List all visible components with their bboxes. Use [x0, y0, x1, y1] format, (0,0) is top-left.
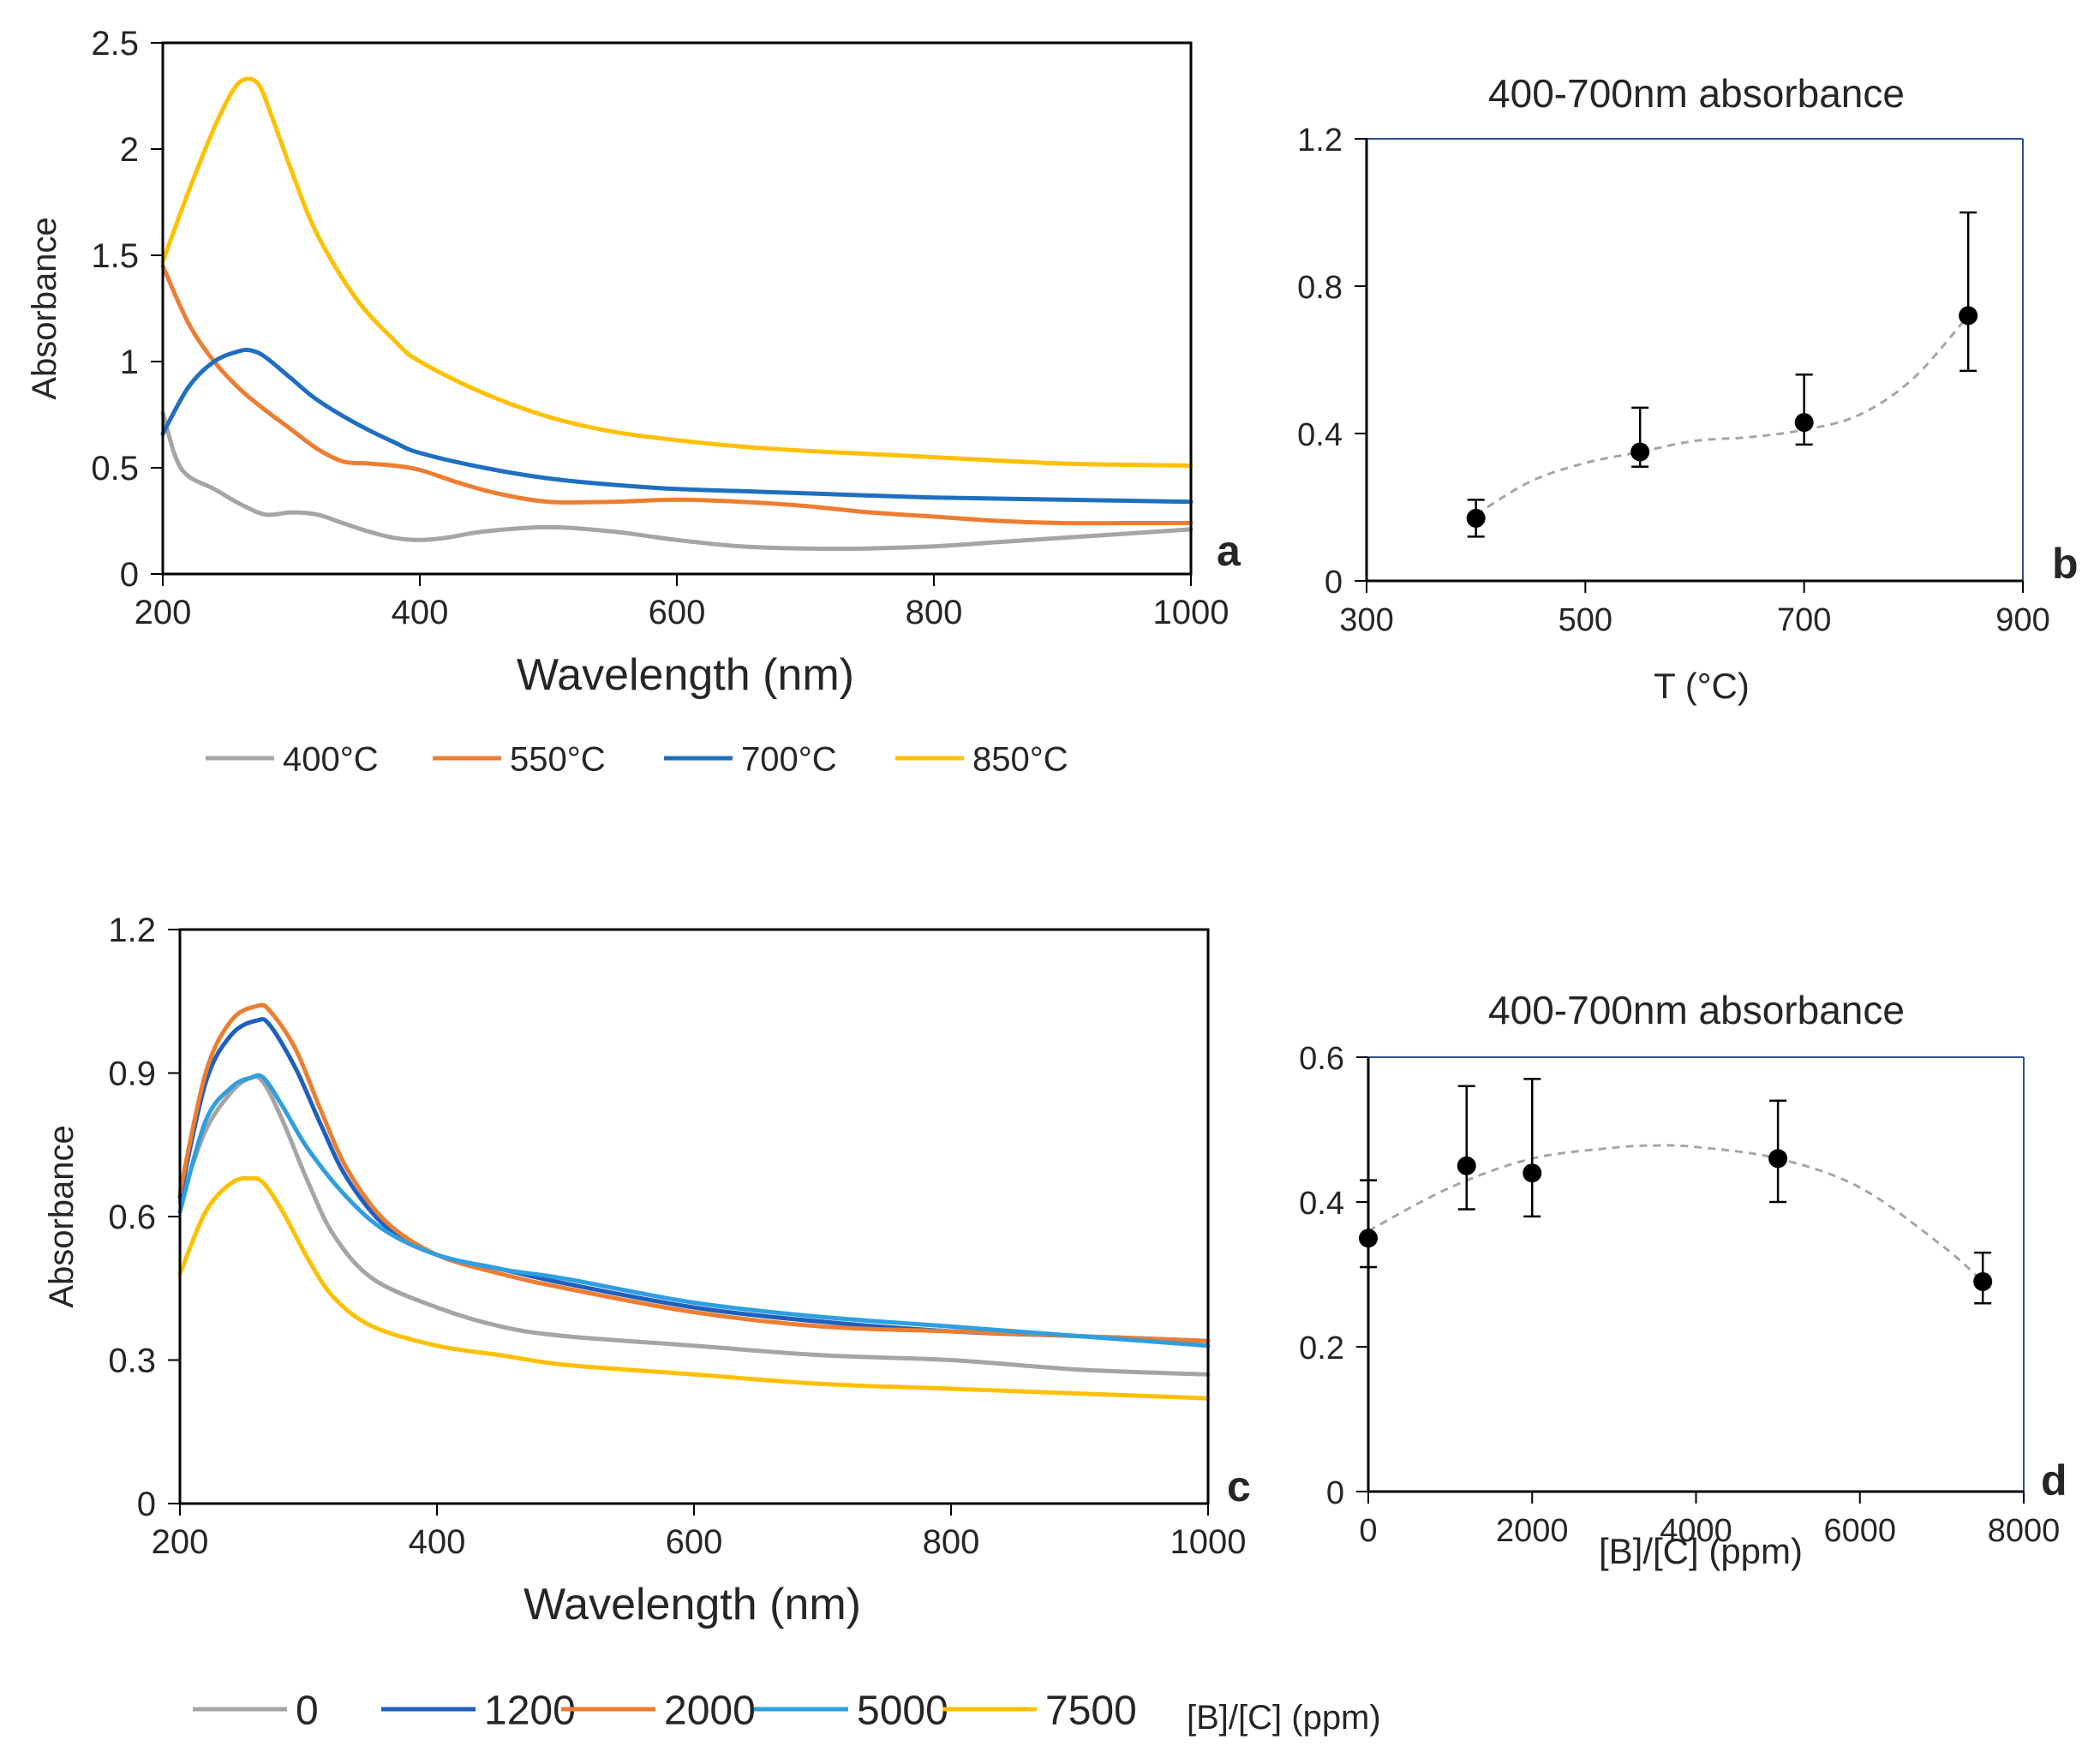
panel-c-x-tick-label: 800	[923, 1523, 980, 1561]
panel-b-marks: 300 500 700 900 0 0.4 0.8 1.2	[1297, 123, 2050, 638]
panel-a-series-line-550C	[160, 263, 1194, 526]
panel-c-y-tick-label: 0.3	[108, 1342, 156, 1380]
panel-a-y-tick-label: 1	[120, 344, 139, 381]
panel-b-data-point	[1959, 306, 1978, 326]
panel-a-y-tick-label: 0	[120, 556, 139, 594]
panel-d-data-point	[1523, 1163, 1542, 1183]
panel-c-x-tick-label: 400	[409, 1523, 466, 1561]
legend-label-400C: 400°C	[283, 740, 379, 778]
panel-d-data-point	[1768, 1149, 1788, 1169]
panel-c-y-tick-label: 1.2	[108, 912, 156, 949]
panel-c-plot-frame	[178, 928, 1210, 1505]
panel-a-x-tick-label: 200	[135, 594, 192, 631]
panel-c-legend-suffix: [B]/[C] (ppm)	[1187, 1699, 1381, 1737]
panel-b-y-tick-label: 0.8	[1297, 270, 1343, 306]
panel-a-legend: 400°C 550°C 700°C 850°C	[206, 740, 1068, 778]
panel-b-x-axis-title: T (°C)	[1654, 666, 1750, 706]
panel-c-series-line-7500	[177, 1175, 1211, 1401]
panel-a-y-tick-label: 1.5	[91, 237, 139, 275]
panel-d-data-point	[1457, 1156, 1476, 1175]
panel-d-data-point	[1973, 1271, 1993, 1291]
legend-label-850C: 850°C	[972, 740, 1068, 778]
panel-d-y-tick-label: 0.2	[1299, 1330, 1344, 1366]
panel-d-x-tick-label: 0	[1359, 1513, 1377, 1549]
panel-c-y-tick-label: 0.9	[108, 1055, 156, 1093]
legend-label-7500: 7500	[1045, 1688, 1137, 1733]
panel-a-letter: a	[1217, 527, 1241, 575]
panel-a-y-tick-label: 2.5	[91, 25, 139, 63]
panel-a-y-tick-label: 2	[120, 131, 139, 169]
panel-a-series-line-700C	[160, 347, 1194, 505]
panel-b-letter: b	[2052, 540, 2079, 588]
panel-d-data-point	[1359, 1229, 1378, 1248]
panel-a-x-tick-label: 800	[906, 594, 963, 631]
panel-d-trend-line	[1367, 1144, 1984, 1283]
panel-c-x-tick-label: 1000	[1170, 1523, 1247, 1561]
panel-a-x-tick-label: 400	[392, 594, 449, 631]
panel-a-spectra-temperature: 200 400 600 800 1000 0 0.5 1 1.5 2 2.5 a Wavelengt…	[26, 25, 1241, 778]
legend-label-700C: 700°C	[741, 740, 837, 778]
panel-b-absorbance-vs-temperature: 400-700nm absorbance 300 500 700 900 0 0.4 0.8…	[1297, 71, 2078, 706]
panel-b-data-point	[1630, 442, 1650, 462]
panel-a-y-axis-title: Absorbance	[26, 217, 63, 399]
legend-label-2000: 2000	[664, 1688, 756, 1733]
panel-a-x-tick-label: 1000	[1153, 594, 1229, 631]
panel-b-data-point	[1466, 508, 1486, 528]
panel-d-x-tick-label: 4000	[1660, 1513, 1732, 1549]
panel-b-y-tick-label: 1.2	[1297, 123, 1343, 158]
panel-c-letter: c	[1227, 1462, 1251, 1510]
panel-c-marks: 200 400 600 800 1000 0 0.3 0.6 0.9 1.2	[108, 912, 1246, 1561]
panel-b-y-tick-label: 0	[1325, 565, 1343, 601]
panel-d-x-axis-title: [B]/[C] (ppm)	[1599, 1531, 1803, 1571]
panel-d-y-tick-label: 0	[1326, 1475, 1344, 1511]
panel-a-plot-frame	[161, 41, 1193, 576]
panel-c-spectra-boron: 200 400 600 800 1000 0 0.3 0.6 0.9 1.2 c Waveleng…	[43, 912, 1381, 1737]
panel-d-letter: d	[2041, 1456, 2067, 1504]
panel-c-y-axis-title: Absorbance	[43, 1125, 81, 1307]
panel-a-series-line-400C	[160, 410, 1194, 552]
panel-d-x-tick-label: 8000	[1988, 1513, 2061, 1549]
panel-b-x-tick-label: 900	[1995, 602, 2049, 638]
panel-a-x-axis-title: Wavelength (nm)	[517, 650, 854, 700]
panel-b-x-tick-label: 300	[1339, 602, 1393, 638]
panel-d-x-tick-label: 2000	[1496, 1513, 1569, 1549]
panel-b-x-tick-label: 500	[1559, 602, 1612, 638]
panel-a-x-tick-label: 600	[649, 594, 706, 631]
panel-b-x-tick-label: 700	[1777, 602, 1831, 638]
legend-label-5000: 5000	[857, 1688, 948, 1733]
panel-b-trend-line	[1475, 314, 1970, 516]
legend-label-550C: 550°C	[510, 740, 606, 778]
panel-c-y-tick-label: 0.6	[108, 1199, 156, 1236]
panel-d-absorbance-vs-boron: 400-700nm absorbance 0 2000 4000 6000 800000…	[1299, 988, 2067, 1571]
panel-b-y-tick-label: 0.4	[1297, 417, 1343, 453]
panel-b-title: 400-700nm absorbance	[1488, 71, 1905, 116]
legend-label-1200: 1200	[484, 1688, 576, 1733]
panel-b-data-point	[1794, 413, 1814, 433]
panel-a-series-line-850C	[160, 76, 1194, 468]
panel-a-marks: 200 400 600 800 1000 0 0.5 1 1.5 2 2.5	[91, 25, 1229, 631]
panel-d-y-tick-label: 0.6	[1299, 1041, 1344, 1077]
panel-c-legend: 0 1200 2000 5000 7500	[193, 1688, 1137, 1733]
panel-c-x-axis-title: Wavelength (nm)	[524, 1580, 861, 1629]
panel-d-marks: 0 2000 4000 6000 8000 0 0.2 0.4 0.6	[1299, 1041, 2060, 1549]
legend-label-0: 0	[296, 1688, 319, 1733]
panel-d-x-tick-label: 6000	[1823, 1513, 1896, 1549]
panel-a-y-tick-label: 0.5	[91, 450, 139, 487]
panel-c-y-tick-label: 0	[137, 1486, 156, 1523]
panel-d-title: 400-700nm absorbance	[1488, 988, 1905, 1032]
panel-d-y-tick-label: 0.4	[1299, 1186, 1344, 1222]
panel-c-series-line-5000	[177, 1073, 1211, 1348]
panel-c-x-tick-label: 200	[152, 1523, 209, 1561]
panel-c-x-tick-label: 600	[666, 1523, 723, 1561]
